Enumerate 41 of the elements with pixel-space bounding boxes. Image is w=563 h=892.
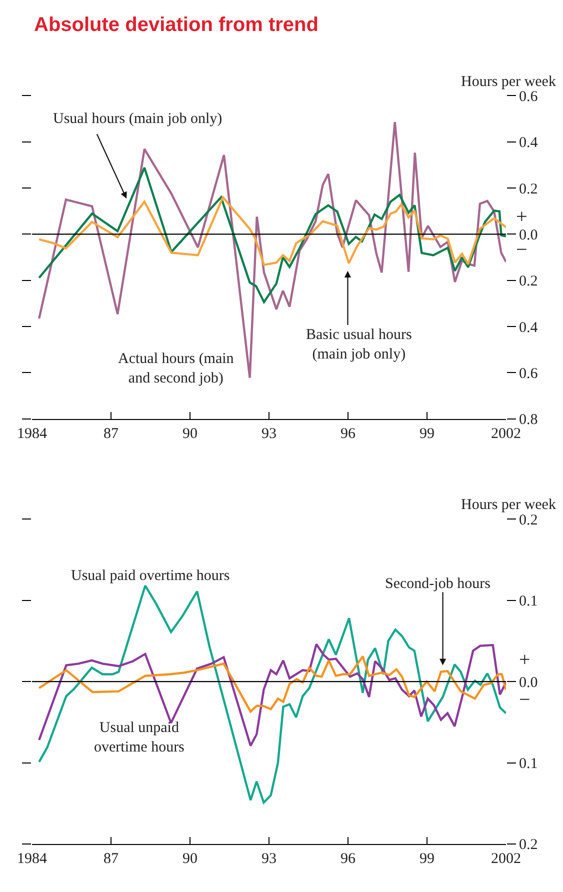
text: −: [519, 689, 530, 711]
series-label: Usual unpaid overtime hours: [94, 720, 185, 756]
line-series: [38, 166, 506, 304]
x-tick-label: 2002: [491, 426, 521, 442]
chart-title: Absolute deviation from trend: [34, 14, 318, 36]
x-tick-label: 99: [420, 851, 434, 868]
x-tick-label: 93: [262, 851, 276, 868]
x-tick-label: 87: [104, 426, 119, 442]
y-tick-label: 0.2: [519, 181, 538, 198]
series-label: Usual paid overtime hours: [71, 568, 230, 584]
y-tick-label: 0.1: [519, 756, 538, 772]
x-tick-label: 87: [104, 851, 119, 868]
text: +: [516, 206, 528, 228]
x-tick-label: 96: [340, 851, 356, 868]
text: +: [519, 649, 530, 671]
y-tick-label: 0.2: [519, 274, 538, 290]
x-tick-label: 90: [182, 851, 198, 868]
y-tick-label: 0.4: [519, 135, 538, 152]
text: Usual hours (main job only): [53, 111, 222, 127]
text: Second-job hours: [385, 576, 491, 592]
x-tick-label: 1984: [17, 426, 48, 442]
x-tick-label: 90: [182, 426, 198, 442]
y-tick-label: 0.8: [519, 412, 538, 428]
line-series: [38, 196, 506, 266]
x-tick-label: 96: [340, 426, 356, 442]
x-tick-label: 99: [420, 426, 434, 442]
x-tick-label: 93: [262, 426, 276, 442]
x-tick-label: 2002: [491, 851, 521, 868]
line-series: [38, 655, 506, 713]
y-tick-label: 0.2: [519, 512, 538, 528]
y-tick-label: 0.1: [519, 594, 538, 610]
y-tick-label: 0.4: [519, 320, 538, 336]
y-tick-label: 0.6: [519, 366, 538, 382]
y-tick-label: 0.2: [519, 837, 538, 854]
y-axis-title: Hours per week: [461, 74, 556, 90]
y-tick-label: 0.6: [519, 88, 538, 105]
text: Basic usual hours (main job only): [306, 327, 412, 362]
y-axis-title: Hours per week: [461, 497, 556, 513]
y-tick-label: 0.0: [519, 674, 538, 691]
x-tick-label: 1984: [17, 851, 48, 868]
series-label: Actual hours (main and second job): [118, 351, 234, 386]
